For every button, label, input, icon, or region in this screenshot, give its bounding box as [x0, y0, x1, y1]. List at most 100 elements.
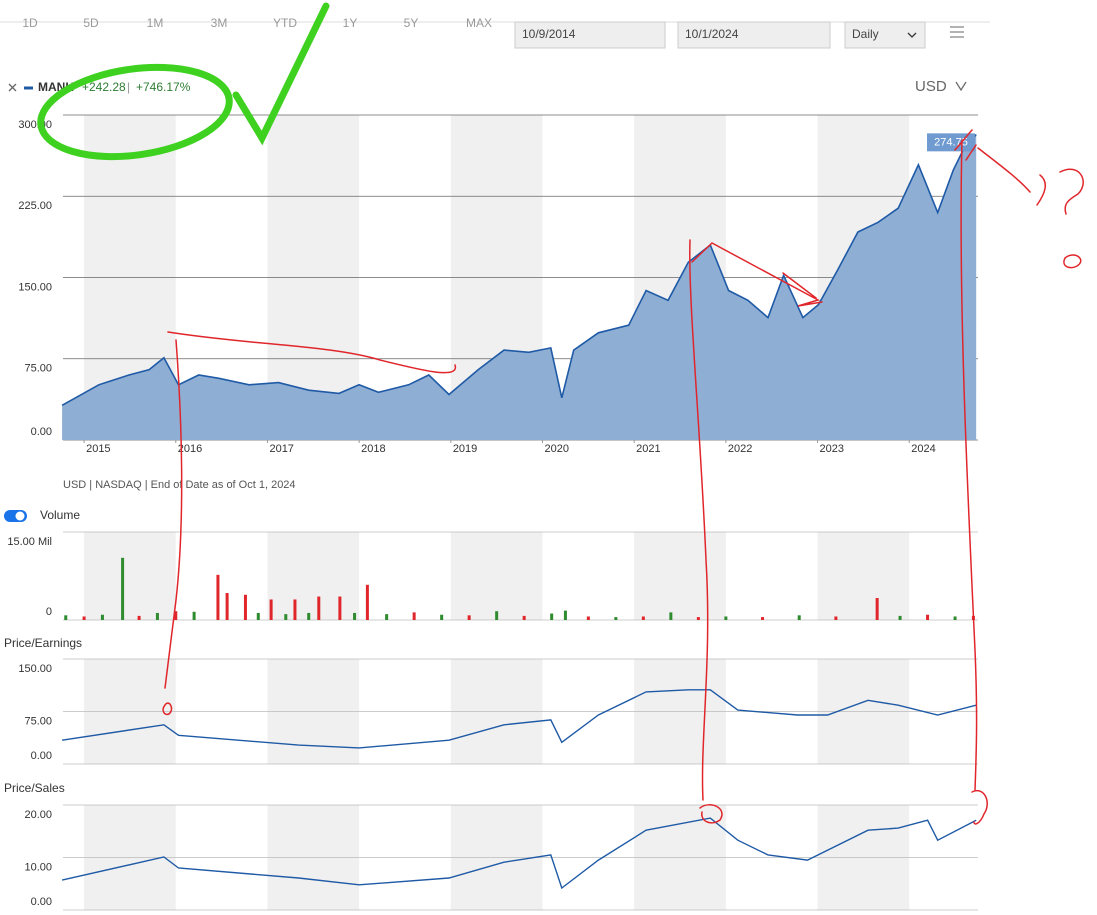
volume-bar: [284, 614, 288, 620]
area: [62, 134, 977, 440]
x-tick-label: 2023: [820, 443, 844, 455]
volume-bar: [365, 584, 369, 620]
panel-title: Price/Sales: [4, 781, 65, 795]
volume-bar: [953, 616, 957, 620]
volume-bar: [293, 599, 297, 620]
year-band: [817, 532, 910, 620]
change: +242.28: [82, 80, 126, 94]
volume-bar: [797, 615, 801, 620]
volume-bar: [64, 615, 68, 620]
year-band: [450, 532, 543, 620]
y-tick-label: 150.00: [18, 281, 52, 293]
volume-bar: [256, 612, 260, 620]
range-button[interactable]: MAX: [466, 16, 492, 30]
volume-bar: [898, 615, 902, 620]
y-tick-label: 75.00: [24, 715, 52, 727]
range-button[interactable]: 5Y: [404, 16, 419, 30]
y-tick-label: 225.00: [18, 200, 52, 212]
volume-bar: [875, 598, 879, 620]
x-tick-label: 2019: [453, 443, 477, 455]
volume-bar: [216, 574, 220, 620]
currency[interactable]: USD: [915, 78, 947, 95]
volume-bar: [586, 616, 590, 620]
volume-bar: [174, 611, 178, 620]
red-stroke: [164, 339, 183, 689]
volume-bar: [385, 614, 389, 620]
x-tick-label: 2015: [86, 443, 110, 455]
volume-bar: [137, 615, 141, 620]
range-button[interactable]: 1M: [147, 16, 164, 30]
volume-bar: [834, 616, 838, 620]
x-tick-label: 2020: [545, 443, 569, 455]
y-tick-label: 0.00: [31, 896, 52, 908]
volume-bar: [467, 615, 471, 620]
volume-bar: [353, 612, 357, 620]
red-stroke: [691, 242, 823, 307]
volume-bar: [155, 612, 159, 620]
volume-bar: [412, 612, 416, 620]
frequency-select[interactable]: [844, 21, 926, 49]
panel-title: Volume: [40, 508, 80, 522]
year-band: [84, 532, 176, 620]
volume-bar: [225, 593, 229, 620]
red-stroke: [689, 239, 709, 801]
volume-bar: [641, 616, 645, 620]
volume-bar: [761, 617, 765, 620]
volume-bar: [495, 611, 499, 620]
y-tick-label: 0: [46, 606, 52, 618]
menu-icon[interactable]: [950, 26, 964, 38]
range-button[interactable]: 5D: [83, 16, 99, 30]
source-note: USD | NASDAQ | End of Date as of Oct 1, …: [63, 479, 296, 491]
range-buttons: 1D 5D 1M 3M YTD 1Y 5Y MAX: [22, 16, 492, 30]
select-caret: [907, 32, 917, 38]
volume-bar: [338, 596, 342, 620]
volume-bar: [82, 616, 86, 620]
frequency: Daily: [852, 27, 879, 41]
last-price-label: 274.75: [934, 136, 968, 148]
line: [61, 689, 977, 749]
panel-title: Price/Earnings: [4, 636, 82, 650]
start-date-input[interactable]: [514, 21, 666, 49]
range-button[interactable]: 1D: [22, 16, 38, 30]
toggle-knob: [15, 511, 25, 521]
y-tick-label: 150.00: [18, 663, 52, 675]
green-check: [232, 2, 330, 146]
y-tick-label: 20.00: [24, 809, 52, 821]
red-stroke: [960, 139, 978, 791]
red-stroke: [954, 129, 1031, 193]
y-tick-label: 0.00: [31, 426, 52, 438]
y-tick-label: 0.00: [31, 750, 52, 762]
y-tick-label: 15.00 Mil: [7, 536, 52, 548]
volume-bar: [192, 611, 196, 620]
volume-bar: [243, 594, 247, 620]
red-stroke: [699, 804, 723, 824]
x-tick-label: 2016: [178, 443, 202, 455]
volume-bar: [669, 612, 673, 620]
currency-caret: [955, 81, 967, 92]
separator: |: [127, 80, 130, 94]
line: [61, 817, 977, 890]
x-tick-label: 2017: [269, 443, 293, 455]
red-stroke: [162, 702, 173, 716]
x-tick-label: 2018: [361, 443, 385, 455]
green-circle: [37, 63, 233, 161]
range-button[interactable]: 1Y: [343, 16, 358, 30]
annotations: [37, 2, 1084, 825]
last-price-flag: [927, 133, 975, 152]
red-stroke: [167, 331, 456, 374]
y-tick-label: 300.00: [18, 119, 52, 131]
range-button[interactable]: YTD: [273, 16, 297, 30]
end-date-input[interactable]: [677, 21, 831, 49]
price-line: [61, 133, 977, 406]
volume-bar: [100, 614, 104, 620]
remove-icon[interactable]: [8, 83, 17, 92]
y-tick-label: 75.00: [24, 363, 52, 375]
x-tick-label: 2024: [911, 443, 935, 455]
volume-bar: [307, 612, 311, 620]
range-button[interactable]: 3M: [211, 16, 228, 30]
x-tick-label: 2022: [728, 443, 752, 455]
change-percent: +746.17%: [136, 80, 191, 94]
volume-bar: [121, 557, 125, 620]
volume-bar: [522, 615, 526, 620]
